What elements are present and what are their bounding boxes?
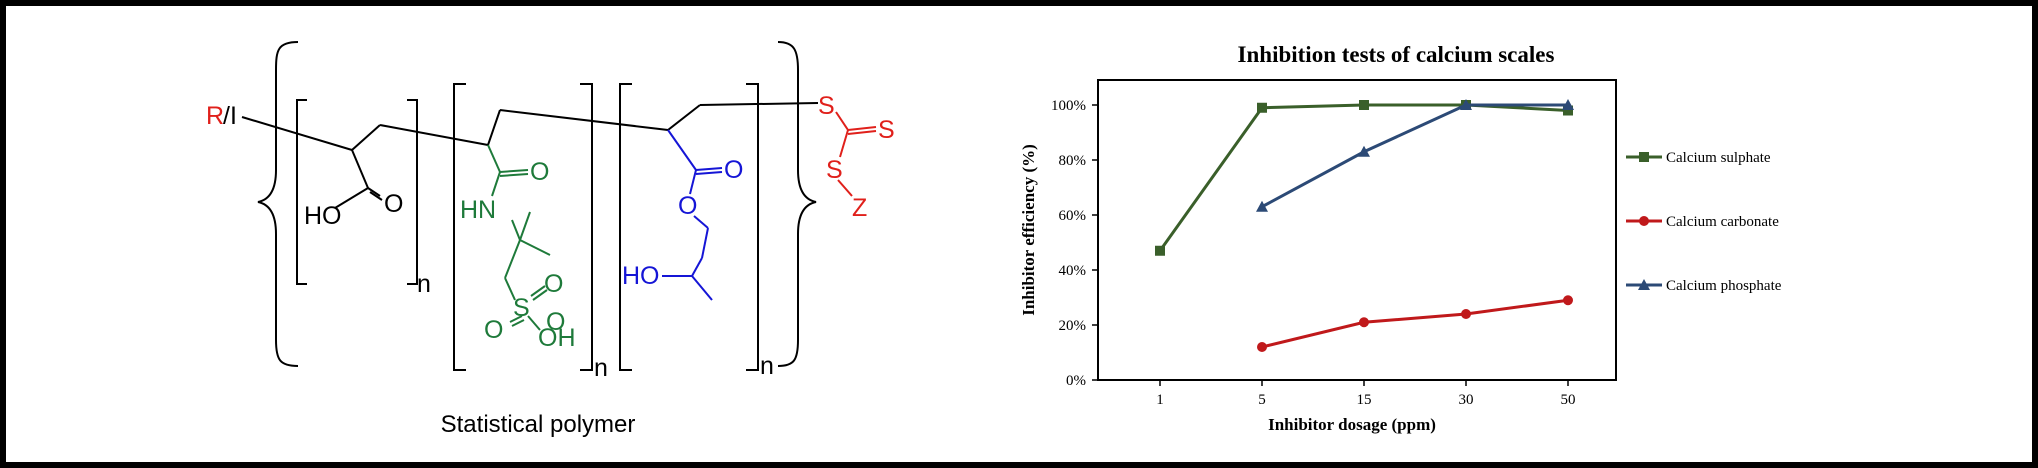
y-tick-label: 20% (1059, 318, 1087, 334)
z-group-label: Z (852, 194, 867, 222)
repeat-n1-label: n (417, 270, 431, 298)
y-tick-label: 60% (1059, 208, 1087, 224)
bracket-1-left (296, 99, 307, 285)
legend-calcium-carbonate-label: Calcium carbonate (1666, 214, 1779, 230)
repeat-n3-label: n (760, 352, 774, 380)
legend-calcium-sulphate-marker (1639, 152, 1649, 162)
y-axis-label: Inhibitor efficiency (%) (1019, 144, 1038, 316)
amps-bonds (487, 144, 551, 331)
thio-s1-label: S (818, 92, 835, 120)
r-group-label: R (206, 102, 224, 130)
x-tick-label: 1 (1156, 392, 1164, 408)
x-tick-label: 30 (1459, 392, 1474, 408)
amide-hn-label: HN (460, 196, 496, 224)
calcium-phosphate-line (1261, 103, 1568, 209)
calcium-sulphate-point (1359, 100, 1369, 110)
calcium-carbonate-point (1461, 309, 1471, 319)
calcium-phosphate-point (1460, 99, 1472, 110)
chart-title: Inhibition tests of calcium scales (1238, 42, 1555, 67)
bracket-2-left (453, 83, 466, 371)
iodine-label: /I (223, 102, 237, 130)
x-tick-label: 15 (1357, 392, 1372, 408)
calcium-phosphate-point (1358, 145, 1370, 157)
hpma-bonds (662, 129, 723, 301)
bracket-3-right (746, 83, 759, 371)
x-tick-label: 50 (1561, 392, 1576, 408)
calcium-sulphate-point (1563, 105, 1573, 116)
bracket-2-right (580, 83, 593, 371)
repeat-n2-label: n (594, 354, 608, 382)
thio-s2-label: S (878, 116, 895, 144)
sulfonyl-o1-label: O (544, 270, 563, 298)
hydroxypropyl-ho-label: HO (622, 262, 660, 290)
x-tick-label: 5 (1258, 392, 1266, 408)
left-brace (257, 41, 299, 367)
y-tick-label: 80% (1059, 153, 1087, 169)
sulfonic-oh-label: OH (538, 324, 576, 352)
structure-caption: Statistical polymer (441, 411, 636, 438)
calcium-carbonate-point (1563, 295, 1573, 306)
sulfonyl-s-label: S (513, 294, 530, 322)
ester-carbonyl-o-label: O (724, 156, 743, 184)
calcium-phosphate-point (1562, 99, 1574, 110)
calcium-sulphate-line (1158, 103, 1569, 252)
y-tick-label: 100% (1051, 98, 1086, 114)
backbone-bonds (241, 102, 819, 209)
sulfonyl-o3-label: O (484, 316, 503, 344)
thio-s3-label: S (826, 156, 843, 184)
sulfonyl-o2-label: O (546, 308, 565, 336)
legend-calcium-carbonate-marker (1639, 216, 1649, 226)
y-tick-label: 0% (1066, 373, 1086, 389)
trithiocarbonate-bonds (835, 111, 877, 197)
calcium-carbonate-point (1257, 342, 1267, 352)
acid-o-label: O (384, 190, 403, 218)
legend-calcium-sulphate-label: Calcium sulphate (1666, 150, 1771, 166)
amide-o-label: O (530, 158, 549, 186)
bracket-1-right (407, 99, 418, 285)
legend-calcium-phosphate-marker (1638, 279, 1650, 290)
acid-ho-label: HO (304, 202, 342, 230)
legend-calcium-phosphate-label: Calcium phosphate (1666, 278, 1782, 294)
calcium-phosphate-point (1256, 200, 1268, 212)
calcium-carbonate-point (1359, 317, 1369, 328)
calcium-sulphate-point (1257, 102, 1267, 113)
right-brace (777, 41, 817, 367)
y-tick-label: 40% (1059, 263, 1087, 279)
calcium-carbonate-line (1261, 298, 1569, 349)
calcium-sulphate-point (1155, 245, 1165, 256)
plot-area (1097, 79, 1617, 381)
x-axis-label: Inhibitor dosage (ppm) (1268, 415, 1436, 434)
ester-o-label: O (678, 192, 697, 220)
bracket-3-left (619, 83, 632, 371)
